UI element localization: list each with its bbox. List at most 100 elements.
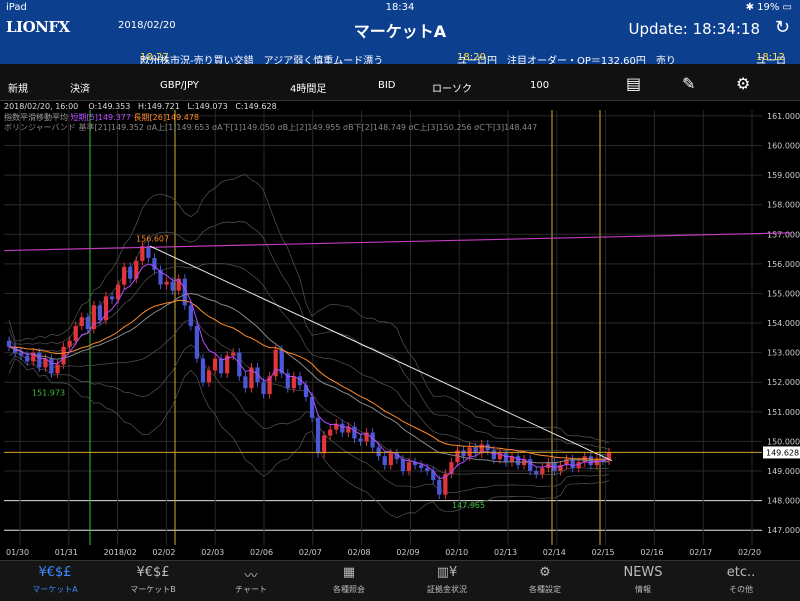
bar-count-select[interactable]: 100 — [530, 80, 550, 91]
candle-body — [182, 278, 187, 306]
price-side-select[interactable]: BID — [378, 80, 396, 91]
currency-pair-select[interactable]: GBP/JPY — [160, 80, 199, 91]
candle-body — [570, 459, 575, 469]
ema-short-line — [8, 263, 610, 480]
y-tick-label: 156.000 — [767, 260, 800, 269]
candle-body — [340, 423, 345, 433]
pen-icon[interactable]: ✎ — [682, 74, 696, 93]
tab-label: チャート — [235, 585, 267, 594]
indicator-list-icon[interactable]: ▤ — [626, 74, 642, 93]
candle-body — [122, 266, 127, 285]
tab-7[interactable]: NEWS 情報 — [600, 561, 686, 601]
tab-label: その他 — [729, 585, 753, 594]
news-ticker[interactable]: 18:27 欧州株市況-売り買い交錯 アジア弱く慎重ムード漂う 18:20 ユー… — [0, 46, 800, 64]
y-tick-label: 157.000 — [767, 230, 800, 239]
candle-body — [358, 438, 363, 442]
candle-body — [37, 352, 42, 368]
x-tick-label: 02/08 — [348, 548, 371, 557]
status-bar: iPad 18:34 ✱ 19% ▭ — [0, 0, 800, 16]
tab-5[interactable]: ▥¥ 証拠金状況 — [404, 561, 490, 601]
candle-body — [400, 459, 406, 472]
y-tick-label: 150.000 — [767, 437, 800, 446]
candle-body — [600, 459, 606, 461]
x-tick-label: 01/30 — [6, 548, 29, 557]
candle-body — [273, 349, 278, 377]
candle-body — [309, 397, 315, 418]
candle-body — [534, 471, 539, 474]
bollinger-band — [8, 344, 610, 494]
candle-body — [212, 358, 218, 371]
ema-info: 指数平滑移動平均 短期[5]149.377 長期[26]149.478 — [4, 113, 200, 122]
y-tick-label: 158.000 — [767, 201, 800, 210]
candle-body — [552, 462, 557, 472]
x-tick-label: 02/20 — [738, 548, 761, 557]
candle-body — [225, 355, 230, 374]
candle-body — [606, 452, 612, 461]
interval-select[interactable]: 4時間足 — [290, 84, 327, 95]
x-tick-label: 01/31 — [55, 548, 78, 557]
bollinger-band — [8, 358, 610, 519]
candle-body — [558, 465, 563, 472]
x-tick-label: 02/07 — [299, 548, 322, 557]
candle-body — [370, 432, 375, 448]
tab-3[interactable]: 〰チャート — [208, 561, 294, 601]
tab-1[interactable]: ¥€$£ マーケットA — [12, 561, 98, 601]
x-tick-label: 02/03 — [201, 548, 224, 557]
y-tick-label: 160.000 — [767, 142, 800, 151]
candle-body — [79, 317, 84, 327]
candle-body — [515, 456, 521, 466]
candle-body — [152, 257, 157, 270]
tab-bar: ¥€$£ マーケットA ¥€$£ マーケットB 〰チャート ▦ 各種照会 ▥¥ 証拠金状況 ⚙ 各種… — [0, 560, 800, 601]
candle-body — [528, 459, 533, 472]
bollinger-band — [8, 263, 610, 457]
tab-2[interactable]: ¥€$£ マーケットB — [110, 561, 196, 601]
candle-body — [134, 260, 139, 279]
magenta-trendline — [3, 232, 793, 252]
gear-icon[interactable]: ⚙ — [736, 74, 751, 93]
tab-icon: ▥¥ — [436, 565, 458, 580]
page-title: マーケットA — [353, 22, 447, 41]
candle-body — [158, 269, 163, 285]
candle-body — [219, 358, 224, 374]
tab-icon: NEWS — [623, 565, 663, 580]
candle-body — [497, 453, 503, 460]
tab-icon: ▦ — [342, 565, 356, 580]
high-annotation: 156.607 — [136, 235, 169, 244]
tab-icon: ⚙ — [539, 565, 551, 580]
x-tick-label: 02/02 — [152, 548, 175, 557]
candle-body — [25, 355, 30, 362]
refresh-icon[interactable]: ↻ — [774, 17, 790, 38]
candle-body — [382, 456, 387, 466]
x-tick-label: 02/14 — [543, 548, 566, 557]
tab-6[interactable]: ⚙ 各種設定 — [502, 561, 588, 601]
candle-body — [237, 352, 242, 377]
update-time: Update: 18:34:18 — [628, 20, 760, 38]
candle-body — [140, 246, 145, 261]
tab-8[interactable]: etc.. その他 — [698, 561, 784, 601]
y-tick-label: 149.000 — [767, 467, 800, 476]
new-order-button[interactable]: 新規 — [8, 84, 28, 95]
bollinger-info: ボリンジャーバンド 基準[21]149.352 σA上[1]149.653 σA… — [4, 123, 538, 132]
price-chart[interactable]: 147.000 148.000 149.000 150.000 151.000 152.0… — [0, 100, 800, 560]
candle-body — [540, 468, 545, 474]
tab-4[interactable]: ▦ 各種照会 — [306, 561, 392, 601]
candle-body — [164, 281, 169, 285]
candle-body — [473, 447, 478, 454]
y-tick-label: 155.000 — [767, 289, 800, 298]
clock: 18:34 — [385, 2, 415, 13]
tab-label: 情報 — [635, 585, 651, 594]
y-tick-label: 153.000 — [767, 349, 800, 358]
candle-body — [412, 462, 418, 466]
low-annotation: 147.965 — [452, 501, 485, 510]
candle-body — [315, 417, 321, 454]
candle-body — [109, 296, 115, 300]
candle-body — [297, 376, 303, 386]
candle-body — [334, 423, 339, 430]
device-label: iPad — [6, 2, 27, 13]
candle-body — [576, 462, 581, 469]
candle-body — [394, 453, 399, 460]
settle-button[interactable]: 決済 — [70, 84, 90, 95]
candle-body — [467, 447, 472, 457]
y-tick-label: 154.000 — [767, 319, 800, 328]
chart-type-select[interactable]: ローソク — [432, 84, 472, 95]
